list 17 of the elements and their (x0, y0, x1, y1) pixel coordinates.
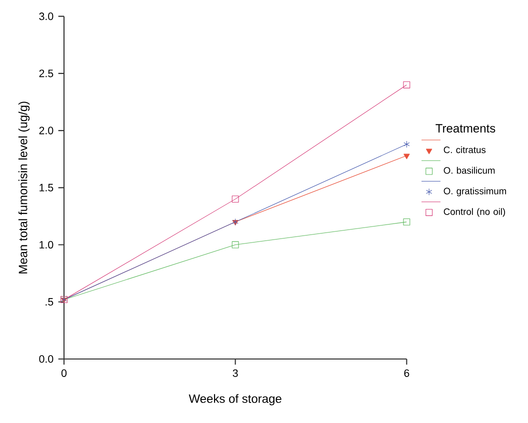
y-axis-title: Mean total fumonisin level (ug/g) (18, 102, 30, 274)
x-tick-label: 6 (404, 369, 410, 377)
legend-label: O. gratissimum (444, 188, 506, 196)
y-tick-label: 2.5 (39, 70, 54, 78)
legend-title: Treatments (436, 124, 496, 133)
legend-label: C. citratus (444, 146, 486, 154)
legend-label: Control (no oil) (444, 208, 506, 217)
y-tick-label: 2.0 (39, 126, 54, 134)
y-tick-label: 1.5 (40, 184, 54, 192)
x-tick-label: 0 (61, 369, 67, 377)
y-tick-label: .5 (46, 298, 54, 306)
x-tick-label: 3 (232, 369, 238, 377)
x-axis-title: Weeks of storage (188, 394, 282, 406)
y-tick-label: 1.0 (40, 240, 54, 249)
y-tick-label: 0.0 (39, 355, 54, 363)
y-tick-label: 3.0 (39, 12, 54, 20)
legend-label: O. basilicum (444, 166, 495, 174)
